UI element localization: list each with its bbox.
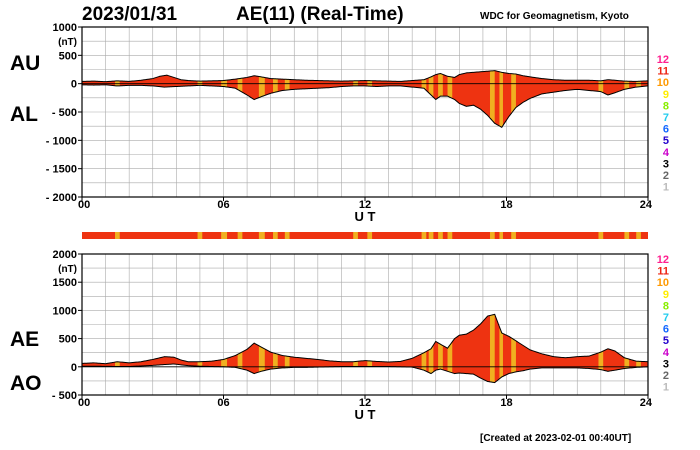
x-axis-label: U T: [355, 407, 376, 422]
station-count-legend: 10: [657, 77, 669, 89]
y-tick-label: - 1500: [46, 164, 77, 176]
station-count-legend: 6: [663, 324, 669, 336]
ao-panel-label: AO: [10, 372, 42, 395]
reduced-stations-band: [499, 314, 503, 383]
station-count-legend: 7: [663, 312, 669, 324]
x-tick-label: 18: [500, 397, 512, 409]
y-tick-label: 1000: [53, 22, 77, 34]
x-tick-label: 24: [640, 397, 653, 409]
series-line-au: [81, 70, 649, 83]
quality-strip-segment: [367, 232, 373, 239]
station-count-legend: 3: [663, 158, 669, 170]
station-count-legend: 4: [663, 147, 670, 159]
reduced-stations-band: [511, 70, 516, 128]
chart-date: 2023/01/31: [82, 4, 178, 25]
quality-strip-segment: [499, 232, 503, 239]
station-count-legend: 2: [663, 170, 669, 182]
y-tick-label: 1000: [53, 305, 77, 317]
quality-strip-segment: [273, 232, 278, 239]
quality-strip-segment: [624, 232, 630, 239]
x-tick-label: 06: [217, 397, 229, 409]
y-tick-label: 500: [59, 334, 77, 346]
station-count-legend: 8: [663, 100, 669, 112]
reduced-stations-band: [258, 314, 265, 383]
x-tick-label: 00: [78, 199, 90, 211]
al-panel-label: AL: [10, 103, 38, 126]
station-count-legend: 7: [663, 112, 669, 124]
x-tick-label: 06: [217, 199, 229, 211]
x-tick-label: 00: [78, 397, 90, 409]
quality-strip-segment: [353, 232, 358, 239]
y-tick-label: 500: [59, 50, 77, 62]
y-tick-label: 2000: [53, 249, 77, 261]
quality-strip-segment: [447, 232, 453, 239]
y-tick-label: 0: [71, 362, 77, 374]
station-count-legend: 6: [663, 124, 669, 136]
reduced-stations-band: [489, 314, 495, 383]
station-count-legend: 12: [657, 254, 669, 266]
y-tick-label: - 1000: [46, 135, 77, 147]
y-tick-label: 0: [71, 79, 77, 91]
station-count-legend: 5: [663, 135, 669, 147]
quality-strip-segment: [237, 232, 243, 239]
quality-strip-segment: [197, 232, 203, 239]
series-line-ae: [81, 313, 649, 365]
reduced-stations-band: [438, 314, 443, 383]
station-count-legend: 9: [663, 289, 669, 301]
reduced-stations-band: [499, 70, 503, 128]
station-count-legend: 3: [663, 358, 669, 370]
station-count-legend: 9: [663, 89, 669, 101]
quality-strip-segment: [428, 232, 434, 239]
station-count-legend: 11: [657, 266, 669, 278]
y-tick-label: - 500: [52, 390, 77, 402]
created-timestamp: [Created at 2023-02-01 00:40UT]: [480, 433, 632, 444]
x-tick-label: 12: [359, 397, 371, 409]
station-count-legend: 12: [657, 54, 669, 66]
quality-strip-segment: [636, 232, 641, 239]
quality-strip-segment: [258, 232, 265, 239]
reduced-stations-band: [489, 70, 495, 128]
quality-strip-segment: [284, 232, 290, 239]
ae-panel-label: AE: [10, 328, 40, 351]
quality-strip-segment: [511, 232, 516, 239]
au-panel-label: AU: [10, 52, 41, 75]
y-tick-label: - 2000: [46, 192, 77, 204]
x-axis-label: U T: [355, 209, 376, 224]
y-tick-label: - 500: [52, 107, 77, 119]
reduced-stations-band: [447, 314, 453, 383]
station-count-legend: 10: [657, 277, 669, 289]
station-count-legend: 2: [663, 370, 669, 382]
reduced-stations-band: [511, 314, 516, 383]
station-count-legend: 5: [663, 335, 669, 347]
series-line-al: [81, 84, 649, 128]
x-tick-label: 18: [500, 199, 512, 211]
station-count-legend: 1: [663, 382, 669, 394]
quality-strip-segment: [221, 232, 228, 239]
quality-strip-segment: [489, 232, 495, 239]
station-count-legend: 11: [657, 66, 669, 78]
chart-title: AE(11) (Real-Time): [236, 4, 404, 25]
station-quality-strip: [82, 232, 648, 239]
quality-strip-segment: [115, 232, 120, 239]
y-unit-label: (nT): [58, 264, 77, 275]
quality-strip-segment: [421, 232, 427, 239]
station-count-legend: 4: [663, 347, 670, 359]
y-unit-label: (nT): [58, 37, 77, 48]
station-count-legend: 8: [663, 300, 669, 312]
quality-strip-segment: [598, 232, 604, 239]
quality-strip-segment: [438, 232, 443, 239]
station-count-legend: 1: [663, 182, 669, 194]
x-tick-label: 12: [359, 199, 371, 211]
x-tick-label: 24: [640, 199, 653, 211]
y-tick-label: 1500: [53, 277, 77, 289]
organization-label: WDC for Geomagnetism, Kyoto: [480, 11, 629, 22]
